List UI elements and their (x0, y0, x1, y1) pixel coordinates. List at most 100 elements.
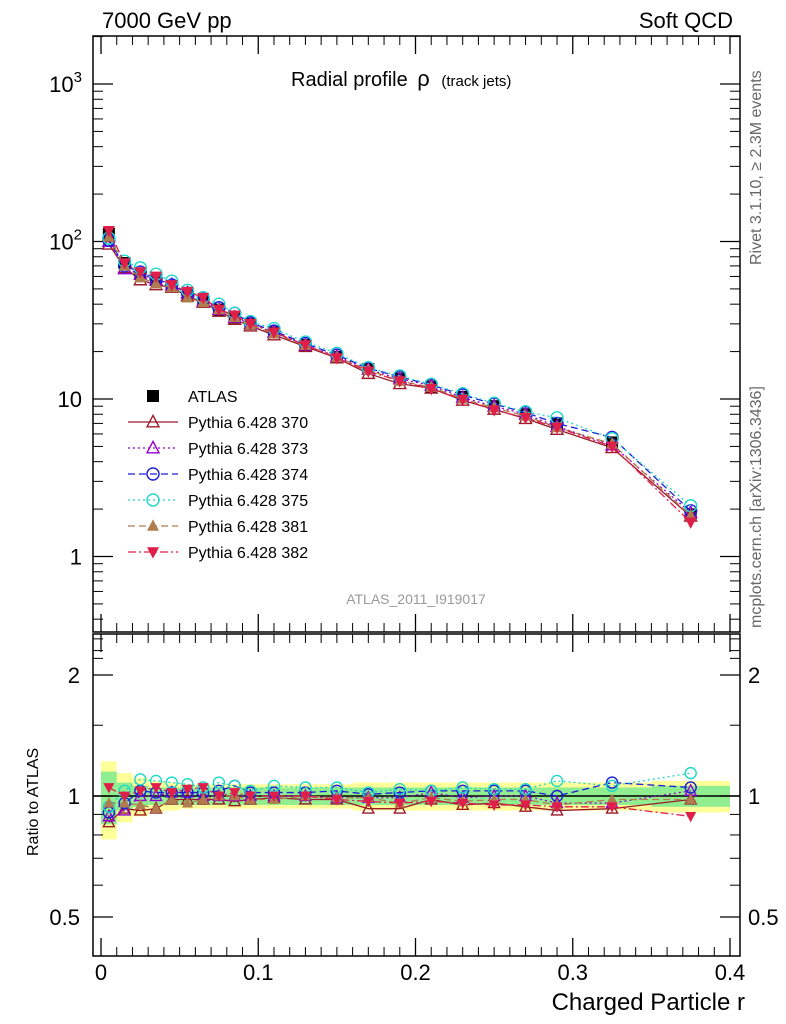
ratio-line (108, 790, 691, 817)
data-point (228, 310, 241, 322)
legend-entry: Pythia 6.428 381 (128, 519, 308, 536)
ratio-point (166, 788, 178, 799)
ratio-point (180, 784, 195, 798)
ratio-point (197, 793, 209, 804)
series-line (108, 230, 692, 523)
ratio-point (150, 802, 162, 814)
main-series-group (101, 225, 698, 529)
ratio-point (393, 782, 406, 796)
data-point (393, 376, 406, 388)
ratio-point (197, 783, 209, 794)
x-axis-label: Charged Particle r (552, 989, 745, 1016)
legend-marker (146, 493, 160, 507)
chart-title-suffix: (track jets) (441, 73, 511, 90)
data-point (519, 412, 532, 425)
data-point (362, 366, 375, 378)
ratio-ylabel: Ratio to ATLAS (25, 748, 42, 856)
y-tick-label: 102 (49, 227, 82, 255)
ratio-point (606, 802, 618, 813)
ratio-point (119, 791, 131, 803)
ratio-point (150, 783, 162, 794)
ratio-point (361, 801, 375, 814)
ratio-point (119, 797, 131, 808)
y-tick-label: 1 (70, 545, 82, 570)
ratio-point (425, 796, 437, 808)
chart-title-text: Radial profile (291, 69, 408, 91)
data-point (267, 327, 280, 339)
legend-label: Pythia 6.428 382 (188, 545, 308, 562)
series-line (108, 237, 692, 507)
ratio-point (134, 773, 147, 786)
x-tick-label: 0.3 (557, 960, 588, 985)
ratio-point (103, 797, 115, 808)
ratio-line (108, 772, 691, 808)
legend-entry: ATLAS (147, 389, 238, 406)
ratio-point (181, 784, 193, 796)
legend-entry: Pythia 6.428 382 (128, 545, 308, 562)
ratio-point (229, 788, 241, 799)
y-tick-label: 103 (49, 69, 82, 97)
ratio-point (117, 803, 132, 816)
legend-marker (147, 519, 159, 531)
ratio-point (606, 793, 618, 804)
ratio-point (684, 781, 697, 794)
legend-entry: Pythia 6.428 375 (128, 493, 308, 510)
data-point (684, 517, 697, 529)
mcplots-label: mcplots.cern.ch [arXiv:1306.3436] (748, 386, 765, 628)
ratio-point (244, 791, 256, 803)
ratio-plot-panel: 0.5 0.5 1 1 2 2 0 0.1 0.2 0.3 0.4 Ratio to ATLAS C… (25, 633, 779, 1016)
legend-label: Pythia 6.428 370 (188, 415, 308, 432)
data-point (212, 304, 225, 317)
ratio-point (488, 800, 500, 812)
data-point (606, 441, 619, 454)
ratio-point (166, 793, 178, 804)
data-point (197, 292, 210, 305)
x-tick-label: 0.4 (715, 960, 746, 985)
data-point (330, 353, 343, 365)
ratio-series-group (102, 766, 698, 828)
ratio-point (212, 776, 226, 789)
data-point (425, 384, 438, 396)
y-tick-label: 10 (58, 387, 82, 412)
ratio-axis-ticks: 0.5 0.5 1 1 2 2 0 0.1 0.2 0.3 0.4 (49, 634, 779, 985)
ratio-point (605, 776, 619, 789)
legend-label: Pythia 6.428 373 (188, 441, 308, 458)
ratio-point (134, 798, 146, 810)
legend: ATLAS Pythia 6.428 370 Pythia 6.428 373 Pyt… (128, 389, 308, 562)
data-point (551, 422, 564, 435)
legend-label: Pythia 6.428 375 (188, 493, 308, 510)
ratio-y-tick-label-right: 0.5 (748, 905, 779, 930)
ratio-point (550, 803, 564, 816)
legend-marker (145, 413, 161, 428)
ratio-point (457, 798, 469, 810)
ratio-point (331, 795, 343, 806)
data-point (488, 405, 501, 417)
ratio-line (108, 786, 691, 817)
chart-title-symbol: ρ (417, 66, 430, 91)
ratio-point (394, 798, 406, 810)
series-line (108, 239, 692, 512)
ratio-point (685, 793, 697, 804)
ratio-y-tick-label-right: 1 (748, 784, 760, 809)
ratio-point (550, 774, 564, 788)
ratio-point (133, 803, 147, 816)
ratio-y-tick-label: 0.5 (49, 905, 80, 930)
header-right: Soft QCD (639, 8, 733, 33)
legend-marker (147, 390, 159, 402)
ratio-point (362, 796, 374, 808)
x-tick-label: 0 (95, 960, 107, 985)
legend-entry: Pythia 6.428 373 (128, 439, 308, 458)
ratio-point (299, 791, 311, 803)
data-point (150, 271, 163, 284)
ratio-line (108, 781, 691, 814)
data-point (118, 258, 131, 270)
legend-label: ATLAS (188, 389, 238, 406)
x-tick-label: 0.2 (400, 960, 431, 985)
data-point (165, 280, 178, 292)
data-point (244, 319, 257, 331)
legend-marker (147, 547, 159, 559)
legend-entry: Pythia 6.428 374 (128, 467, 308, 484)
ratio-series-pythia-6-428-382 (103, 783, 697, 823)
ratio-point (268, 791, 280, 803)
